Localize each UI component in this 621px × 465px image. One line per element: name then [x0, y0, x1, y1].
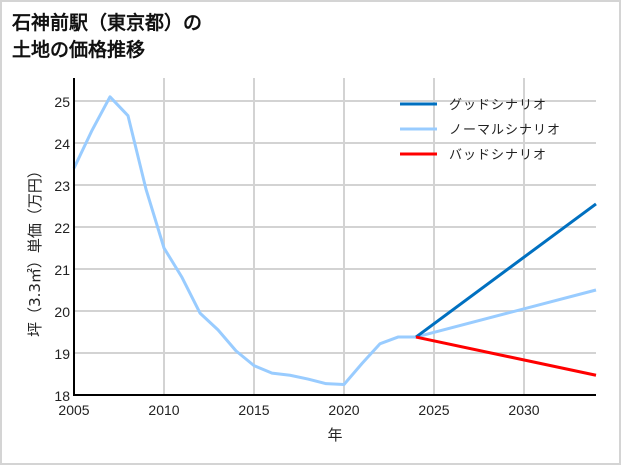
- x-tick-label: 2030: [508, 402, 539, 418]
- x-tick-label: 2005: [58, 402, 89, 418]
- series-line: [415, 202, 597, 339]
- series-line: [415, 335, 597, 377]
- y-tick-label: 22: [54, 220, 70, 236]
- y-tick-label: 18: [54, 388, 70, 404]
- y-tick-label: 23: [54, 178, 70, 194]
- y-tick-label: 25: [54, 94, 70, 110]
- series-line: [72, 95, 597, 386]
- x-tick-label: 2015: [238, 402, 269, 418]
- chart-title-line1: 石神前駅（東京都）の: [12, 12, 203, 34]
- x-tick-label: 2010: [148, 402, 179, 418]
- chart-title: 石神前駅（東京都）の 土地の価格推移: [12, 10, 202, 64]
- y-tick-label: 19: [54, 346, 70, 362]
- legend-label: グッドシナリオ: [449, 98, 547, 113]
- x-tick-label: 2025: [418, 402, 449, 418]
- grid-lines: [74, 78, 596, 395]
- y-tick-label: 21: [54, 262, 70, 278]
- axes: [73, 78, 596, 396]
- x-tick-label: 2020: [328, 402, 359, 418]
- tick-labels: 18 19 20 21 22 23 24 25 2005 2010 2015 2020 2025 2030: [54, 94, 539, 418]
- x-axis-label: 年: [327, 426, 342, 444]
- chart-title-line2: 土地の価格推移: [12, 39, 146, 61]
- y-axis-label: 坪（3.3㎡）単価（万円）: [26, 163, 44, 337]
- y-tick-label: 24: [54, 136, 70, 152]
- legend-label: バッドシナリオ: [449, 148, 547, 163]
- legend-label: ノーマルシナリオ: [449, 123, 561, 138]
- y-tick-label: 20: [54, 304, 70, 320]
- data-series: [72, 95, 597, 386]
